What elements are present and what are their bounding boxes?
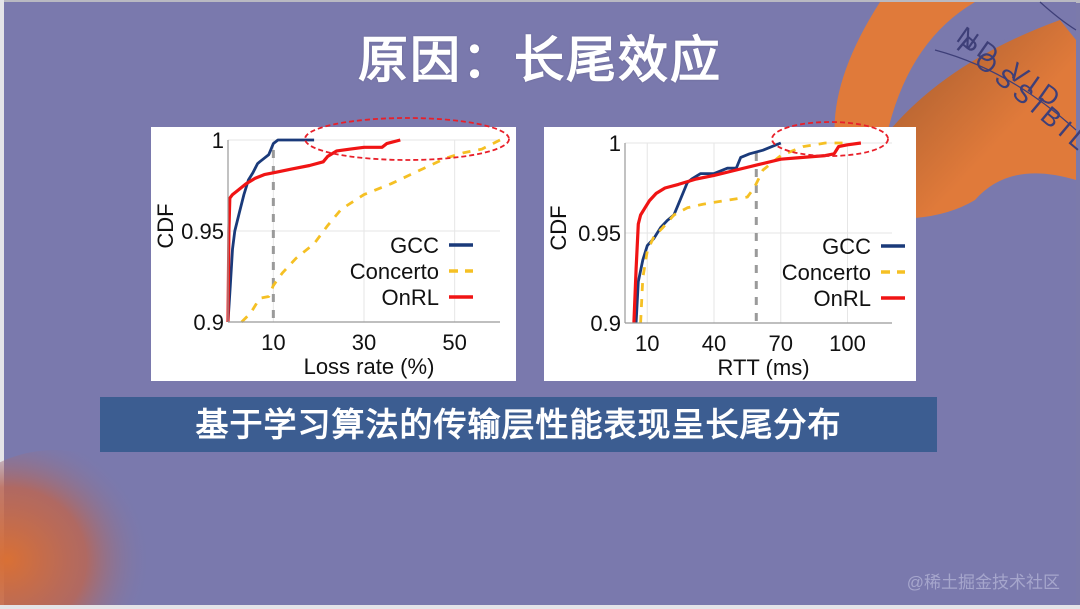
x-tick-label: 100 <box>829 331 866 356</box>
y-tick-label: 0.95 <box>181 219 224 244</box>
y-tick-label: 0.9 <box>590 311 621 336</box>
orange-blob-decoration <box>0 450 175 609</box>
x-tick-label: 10 <box>261 330 285 355</box>
y-tick-label: 0.95 <box>578 221 621 246</box>
window-frame-top <box>0 0 1080 3</box>
summary-banner: 基于学习算法的传输层性能表现呈长尾分布 <box>100 397 937 452</box>
x-tick-label: 40 <box>702 331 726 356</box>
legend-label-onrl: OnRL <box>814 286 871 311</box>
window-frame-bottom <box>0 605 1080 609</box>
window-frame-left <box>0 0 4 609</box>
chart-loss-rate-svg: 0.9 0.95 1 10 30 50 Loss rate (%) CDF GCCConcert… <box>153 128 501 379</box>
x-axis-label: Loss rate (%) <box>304 354 435 379</box>
series-gcc-line <box>226 138 315 323</box>
legend-label-gcc: GCC <box>822 234 871 259</box>
y-axis-label: CDF <box>546 205 571 250</box>
orange-band-decoration <box>834 2 975 140</box>
y-tick-label: 1 <box>212 128 224 153</box>
y-tick-label: 0.9 <box>193 310 224 335</box>
legend-label-onrl: OnRL <box>382 285 439 310</box>
chart-rtt-svg: 0.9 0.95 1 10 40 70 100 RTT (ms) CDF GCCConcertoO… <box>546 131 905 380</box>
orange-band-decoration-2 <box>890 20 1076 218</box>
slide-title: 原因：长尾效应 <box>358 32 722 88</box>
x-tick-label: 50 <box>442 330 466 355</box>
legend-label-gcc: GCC <box>390 233 439 258</box>
chart-rtt: 0.9 0.95 1 10 40 70 100 RTT (ms) CDF GCC Concerto O… <box>544 127 916 381</box>
chart-loss-rate: 0.9 0.95 1 10 30 50 Loss rate (%) CDF GCC Concert… <box>151 127 516 381</box>
legend-label-concerto: Concerto <box>350 259 439 284</box>
x-axis-label: RTT (ms) <box>717 355 809 380</box>
x-tick-label: 70 <box>769 331 793 356</box>
legend-label-concerto: Concerto <box>782 260 871 285</box>
watermark: @稀土掘金技术社区 <box>906 573 1060 592</box>
x-tick-label: 10 <box>635 331 659 356</box>
y-tick-label: 1 <box>609 131 621 156</box>
x-tick-label: 30 <box>352 330 376 355</box>
y-axis-label: CDF <box>153 203 178 248</box>
